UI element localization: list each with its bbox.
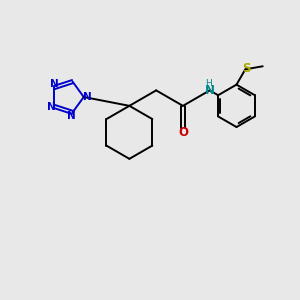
Text: O: O xyxy=(178,126,188,139)
Text: N: N xyxy=(50,79,59,89)
Text: N: N xyxy=(67,111,76,121)
Text: N: N xyxy=(83,92,92,102)
Text: N: N xyxy=(205,84,215,97)
Text: H: H xyxy=(205,80,211,88)
Text: S: S xyxy=(242,62,250,75)
Text: N: N xyxy=(46,101,55,112)
